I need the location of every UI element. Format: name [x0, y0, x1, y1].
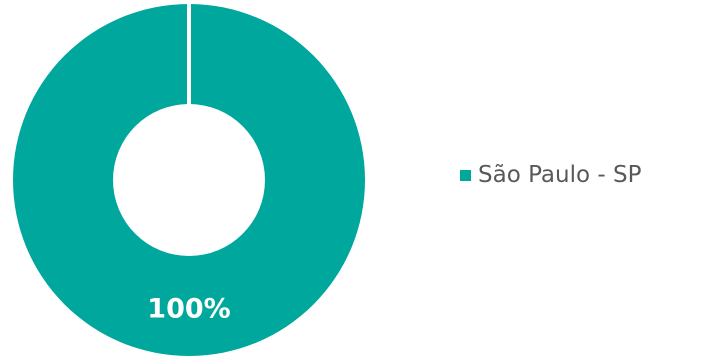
- legend-label: São Paulo - SP: [478, 162, 642, 188]
- donut-slice: [13, 4, 365, 356]
- legend-swatch: [460, 170, 471, 181]
- slice-data-label: 100%: [147, 294, 230, 325]
- chart-legend: São Paulo - SP: [460, 164, 641, 187]
